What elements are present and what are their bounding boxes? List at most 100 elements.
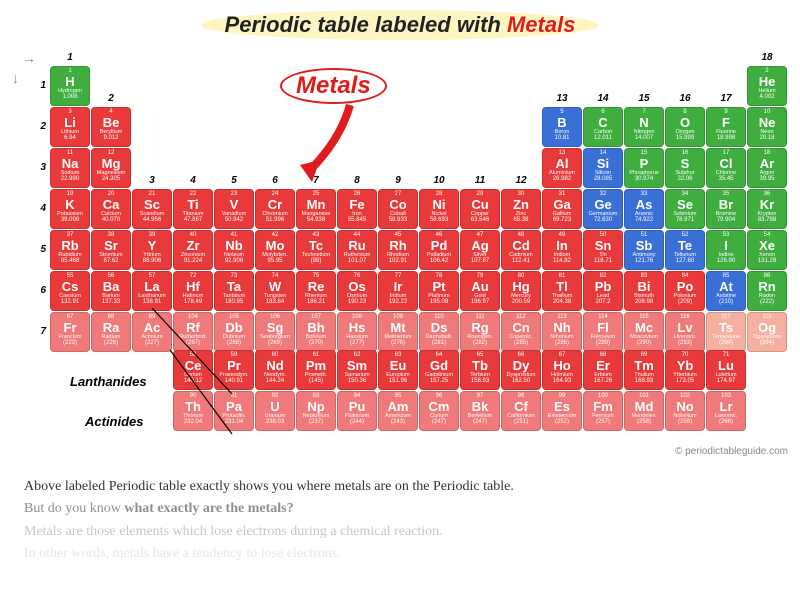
col-label-2: 2 — [91, 93, 131, 104]
element-Og: 118OgOganesson(294) — [747, 312, 787, 352]
body-para-4: In other words, metals have a tendency t… — [0, 543, 800, 565]
credit-text: © periodictableguide.com — [675, 446, 788, 457]
row-label-2: 2 — [34, 121, 46, 132]
element-Co: 27CoCobalt58.933 — [378, 189, 418, 229]
element-Al: 13AlAluminium26.982 — [542, 148, 582, 188]
element-Bi: 83BiBismuth208.98 — [624, 271, 664, 311]
element-Se: 34SeSelenium78.971 — [665, 189, 705, 229]
element-Cr: 24CrChromium51.996 — [255, 189, 295, 229]
element-At: 85AtAstatine(210) — [706, 271, 746, 311]
element-B: 5BBoron10.81 — [542, 107, 582, 147]
element-Rb: 37RbRubidium85.468 — [50, 230, 90, 270]
element-Ca: 20CaCalcium40.078 — [91, 189, 131, 229]
element-Te: 52TeTellurium127.60 — [665, 230, 705, 270]
axis-arrow-down-icon: ↓ — [12, 70, 19, 86]
fblock-connector-icon — [140, 304, 250, 444]
element-As: 33AsArsenic74.922 — [624, 189, 664, 229]
row-label-7: 7 — [34, 326, 46, 337]
element-Mc: 115McMoscovium(290) — [624, 312, 664, 352]
element-S: 16SSulphur32.06 — [665, 148, 705, 188]
element-I: 53IIodine126.90 — [706, 230, 746, 270]
element-Nd: 60NdNeodym.144.24 — [255, 350, 295, 390]
element-Ge: 32GeGermanium72.630 — [583, 189, 623, 229]
row-label-1: 1 — [34, 80, 46, 91]
col-label-16: 16 — [665, 93, 705, 104]
element-Fe: 26FeIron55.845 — [337, 189, 377, 229]
element-Pm: 61PmPrometh.(145) — [296, 350, 336, 390]
element-Tc: 43TcTechnetium(98) — [296, 230, 336, 270]
body-para-1: Above labeled Periodic table exactly sho… — [0, 476, 800, 498]
element-Md: 101MdMendelev.(258) — [624, 391, 664, 431]
col-label-10: 10 — [419, 175, 459, 186]
lanthanides-label: Lanthanides — [70, 374, 147, 389]
element-Mg: 12MgMagnesium24.305 — [91, 148, 131, 188]
element-Es: 99EsEinsteinium(252) — [542, 391, 582, 431]
element-Po: 84PoPolonium(209) — [665, 271, 705, 311]
element-Fl: 114FlFlerovium(289) — [583, 312, 623, 352]
element-Re: 75ReRhenium186.21 — [296, 271, 336, 311]
element-Ag: 47AgSilver107.87 — [460, 230, 500, 270]
row-label-6: 6 — [34, 285, 46, 296]
title-container: Periodic table labeled with Metals — [0, 0, 800, 40]
element-Lv: 116LvLivermor.(293) — [665, 312, 705, 352]
body-para-3: Metals are those elements which lose ele… — [0, 521, 800, 543]
element-Hg: 80HgMercury200.59 — [501, 271, 541, 311]
element-Rh: 45RhRhodium102.91 — [378, 230, 418, 270]
element-Cd: 48CdCadmium112.41 — [501, 230, 541, 270]
element-Lr: 103LrLawrenc.(266) — [706, 391, 746, 431]
col-label-1: 1 — [50, 52, 90, 63]
element-No: 102NoNobelium(259) — [665, 391, 705, 431]
element-K: 19KPotassium39.098 — [50, 189, 90, 229]
row-label-5: 5 — [34, 244, 46, 255]
element-P: 15PPhosphorus30.974 — [624, 148, 664, 188]
body-para-2: But do you know what exactly are the met… — [0, 498, 800, 520]
col-label-17: 17 — [706, 93, 746, 104]
element-Zn: 30ZnZinc65.38 — [501, 189, 541, 229]
element-Ts: 117TsTennessine(294) — [706, 312, 746, 352]
element-Cm: 96CmCurium(247) — [419, 391, 459, 431]
element-Au: 79AuGold196.97 — [460, 271, 500, 311]
periodic-table: → ↓ 12345678910111213141516171812345671H… — [30, 48, 780, 358]
element-Pd: 46PdPalladium106.42 — [419, 230, 459, 270]
element-Br: 35BrBromine79.904 — [706, 189, 746, 229]
element-Hs: 108HsHassium(277) — [337, 312, 377, 352]
element-Nh: 113NhNihonium(286) — [542, 312, 582, 352]
element-In: 49InIndium114.82 — [542, 230, 582, 270]
element-Sm: 62SmSamarium150.36 — [337, 350, 377, 390]
element-Fr: 87FrFrancium(223) — [50, 312, 90, 352]
element-Tl: 81TlThallium204.38 — [542, 271, 582, 311]
element-Pt: 78PtPlatinum195.08 — [419, 271, 459, 311]
element-Yb: 70YbYtterbium173.05 — [665, 350, 705, 390]
element-Bk: 97BkBerkelium(247) — [460, 391, 500, 431]
col-label-18: 18 — [747, 52, 787, 63]
element-Zr: 40ZrZirconium91.224 — [173, 230, 213, 270]
element-Ar: 18ArArgon39.95 — [747, 148, 787, 188]
element-Cu: 29CuCopper63.546 — [460, 189, 500, 229]
element-Cn: 112CnCopernic.(285) — [501, 312, 541, 352]
col-label-3: 3 — [132, 175, 172, 186]
element-Dy: 66DyDysprosium162.50 — [501, 350, 541, 390]
element-Ds: 110DsDarmstadt.(281) — [419, 312, 459, 352]
callout-arrow-icon — [290, 100, 370, 190]
metals-callout: Metals — [280, 68, 387, 104]
element-Kr: 36KrKrypton83.798 — [747, 189, 787, 229]
col-label-5: 5 — [214, 175, 254, 186]
element-C: 6CCarbon12.011 — [583, 107, 623, 147]
element-Ru: 44RuRuthenium101.07 — [337, 230, 377, 270]
element-He: 2HeHelium4.002 — [747, 66, 787, 106]
element-Si: 14SiSilicon28.085 — [583, 148, 623, 188]
element-Rn: 86RnRadon(222) — [747, 271, 787, 311]
element-Sc: 21ScScandium44.956 — [132, 189, 172, 229]
title-highlight: Metals — [507, 12, 575, 37]
element-Li: 3LiLithium6.94 — [50, 107, 90, 147]
element-Sr: 38SrStrontium87.62 — [91, 230, 131, 270]
element-V: 23VVanadium50.942 — [214, 189, 254, 229]
element-O: 8OOxygen15.999 — [665, 107, 705, 147]
col-label-6: 6 — [255, 175, 295, 186]
element-Sn: 50SnTin118.71 — [583, 230, 623, 270]
element-Y: 39YYttrium88.906 — [132, 230, 172, 270]
row-label-4: 4 — [34, 203, 46, 214]
element-Pu: 94PuPlutonium(244) — [337, 391, 377, 431]
element-Bh: 107BhBohrium(270) — [296, 312, 336, 352]
page-title: Periodic table labeled with Metals — [201, 10, 600, 40]
